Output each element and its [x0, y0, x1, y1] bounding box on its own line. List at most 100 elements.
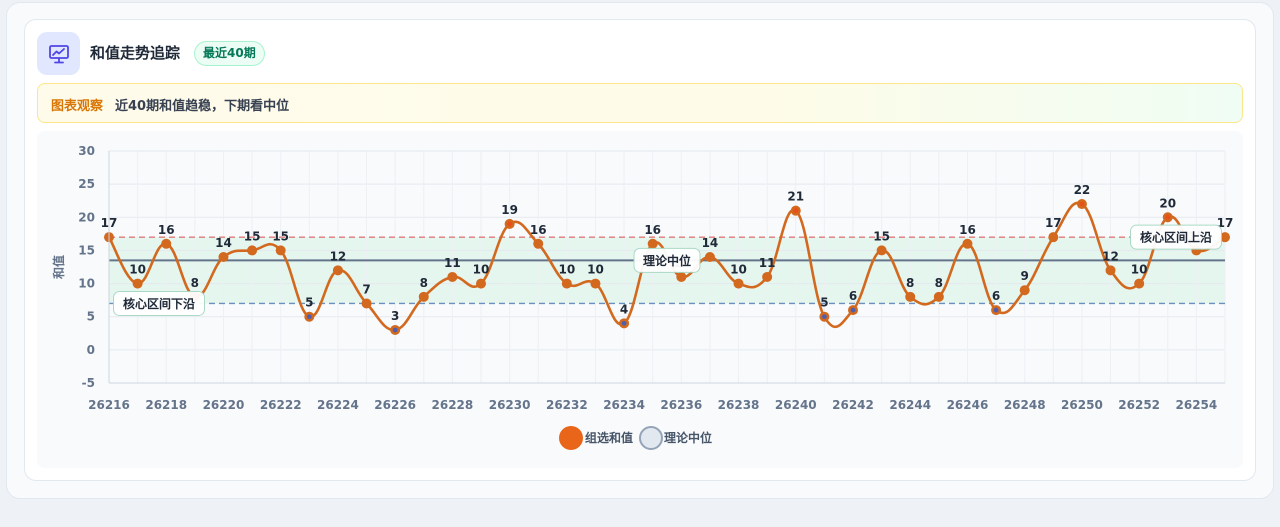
legend-label-series: 组选和值	[585, 430, 633, 445]
core-upper-callout-text: 核心区间上沿	[1140, 230, 1212, 245]
data-label: 15	[272, 229, 289, 243]
x-tick-label: 26254	[1176, 398, 1218, 412]
core-upper-callout: 核心区间上沿	[1130, 224, 1222, 250]
x-tick-label: 26244	[889, 398, 931, 412]
data-point	[1220, 232, 1230, 243]
median-callout-text: 理论中位	[643, 253, 691, 268]
core-lower-callout-text: 核心区间下沿	[123, 296, 195, 311]
x-tick-label: 26230	[489, 398, 531, 412]
data-label: 16	[644, 223, 661, 237]
data-label: 21	[787, 190, 804, 204]
data-label: 6	[849, 289, 857, 303]
data-label: 10	[730, 263, 747, 277]
data-point-core	[993, 307, 999, 313]
data-label: 16	[530, 223, 547, 237]
data-point	[447, 271, 458, 282]
data-label: 15	[244, 229, 261, 243]
y-tick-label: 25	[78, 177, 95, 191]
x-tick-label: 26242	[832, 398, 874, 412]
y-tick-label: 0	[87, 343, 95, 357]
x-tick-label: 26216	[88, 398, 130, 412]
data-label: 10	[587, 263, 604, 277]
data-point	[332, 265, 343, 276]
x-tick-label: 26234	[603, 398, 645, 412]
data-point	[218, 252, 229, 263]
x-tick-label: 26232	[546, 398, 588, 412]
data-point	[676, 271, 687, 282]
data-point-core	[793, 208, 799, 214]
data-point	[161, 238, 172, 249]
x-tick-label: 26246	[947, 398, 989, 412]
data-point	[1048, 232, 1059, 243]
data-label: 17	[1217, 216, 1234, 230]
data-label: 16	[959, 223, 976, 237]
data-label: 8	[420, 276, 428, 290]
data-label: 12	[330, 249, 347, 263]
data-point-core	[392, 327, 398, 333]
data-point	[933, 291, 944, 302]
x-tick-label: 26220	[203, 398, 245, 412]
data-label: 17	[1045, 216, 1062, 230]
data-label: 11	[444, 256, 461, 270]
x-tick-label: 26252	[1118, 398, 1160, 412]
x-tick-label: 26226	[374, 398, 416, 412]
data-point-core	[821, 314, 827, 320]
data-point	[733, 278, 744, 289]
x-tick-label: 26240	[775, 398, 817, 412]
data-label: 8	[935, 276, 943, 290]
data-point	[476, 278, 486, 289]
data-label: 5	[305, 296, 313, 310]
data-label: 10	[129, 263, 146, 277]
data-label: 19	[501, 203, 518, 217]
data-point-core	[621, 320, 627, 326]
y-tick-label: 5	[87, 310, 95, 324]
data-point	[905, 291, 916, 302]
data-point	[647, 238, 658, 249]
data-point	[132, 278, 143, 289]
data-label: 10	[558, 263, 575, 277]
x-tick-label: 26236	[660, 398, 702, 412]
data-label: 11	[759, 256, 776, 270]
x-tick-label: 26218	[145, 398, 187, 412]
data-point	[590, 278, 601, 289]
data-point	[561, 278, 572, 289]
period-badge: 最近40期	[194, 41, 265, 66]
y-tick-label: 20	[78, 210, 95, 224]
data-label: 9	[1021, 269, 1029, 283]
legend-swatch-series	[559, 426, 583, 450]
x-tick-label: 26248	[1004, 398, 1046, 412]
data-label: 20	[1159, 196, 1176, 210]
data-label: 7	[362, 282, 370, 296]
x-tick-label: 26238	[718, 398, 760, 412]
data-label: 8	[906, 276, 914, 290]
data-point	[418, 291, 429, 302]
data-point	[361, 298, 372, 309]
data-point	[1019, 285, 1030, 296]
data-label: 16	[158, 223, 175, 237]
data-point	[762, 271, 773, 282]
observation-banner: 图表观察 近40期和值趋稳，下期看中位	[37, 83, 1243, 123]
data-point	[704, 252, 715, 263]
core-lower-callout-box	[113, 290, 205, 316]
chart-title: 和值走势追踪	[90, 44, 181, 62]
data-label: 22	[1074, 183, 1091, 197]
x-tick-label: 26250	[1061, 398, 1103, 412]
data-label: 14	[702, 236, 719, 250]
y-tick-label: 10	[78, 277, 95, 291]
data-point-core	[1165, 214, 1171, 220]
data-label: 12	[1102, 249, 1119, 263]
data-label: 4	[620, 302, 628, 316]
data-point-core	[1079, 201, 1085, 207]
data-point	[533, 238, 544, 249]
data-point-core	[507, 221, 513, 227]
y-tick-label: -5	[82, 376, 95, 390]
data-label: 6	[992, 289, 1000, 303]
data-label: 3	[391, 309, 399, 323]
data-label: 14	[215, 236, 232, 250]
data-point-core	[850, 307, 856, 313]
observation-text: 近40期和值趋稳，下期看中位	[115, 99, 290, 114]
data-point	[1105, 265, 1116, 276]
legend-swatch-median	[639, 426, 663, 450]
core-lower-callout: 核心区间下沿	[113, 290, 205, 316]
